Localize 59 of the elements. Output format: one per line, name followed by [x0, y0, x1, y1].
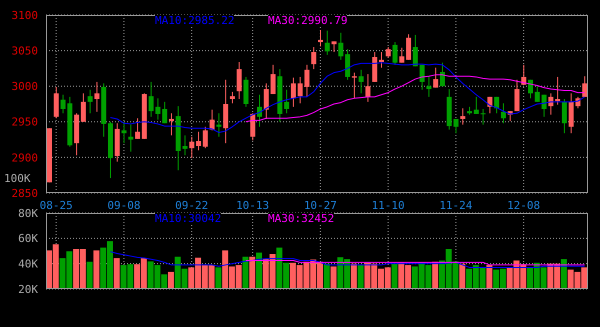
- candlestick: [514, 79, 520, 112]
- candlestick: [311, 46, 316, 70]
- candlestick: [460, 108, 466, 126]
- y-tick-label: 80K: [18, 206, 38, 220]
- candlestick: [94, 81, 100, 112]
- candlestick: [54, 86, 59, 119]
- y-tick-label: 3050: [12, 44, 38, 58]
- y-tick-label: 2900: [12, 151, 38, 164]
- candlestick: [392, 42, 398, 66]
- candlestick: [304, 64, 310, 98]
- candlestick: [426, 76, 432, 98]
- y-tick-label: 40K: [18, 258, 38, 271]
- candlestick: [500, 102, 506, 124]
- x-tick-label: 10-13: [236, 198, 270, 212]
- x-tick-label: 11-24: [439, 198, 473, 212]
- y-tick-label: 2950: [12, 116, 38, 129]
- x-tick-label: 09-08: [107, 198, 140, 212]
- candlestick: [88, 89, 93, 114]
- candlestick: [324, 30, 330, 56]
- x-tick-label: 12-08: [507, 198, 540, 212]
- candlestick: [494, 96, 500, 114]
- candlestick: [440, 62, 445, 87]
- text: 100K: [4, 172, 30, 185]
- candlestick: [182, 134, 188, 156]
- candlestick: [562, 98, 567, 134]
- y-tick-label: 60K: [18, 232, 38, 246]
- candlestick: [318, 29, 323, 47]
- x-tick-label: 10-27: [304, 198, 337, 212]
- candlestick: [378, 52, 384, 68]
- candlestick: [210, 109, 215, 131]
- y-tick-label: 2850: [12, 186, 38, 200]
- candlestick: [454, 118, 458, 134]
- candlestick: [148, 81, 154, 118]
- x-tick-label: 09-22: [175, 198, 208, 212]
- candlestick: [250, 112, 256, 141]
- candlestick: [202, 126, 208, 149]
- y-tick-label: 3100: [12, 8, 38, 22]
- text: MA10:2985.22: [155, 14, 234, 27]
- candlestick: [216, 112, 222, 138]
- candlestick: [582, 76, 588, 98]
- text: MA30:2990.79: [268, 14, 348, 27]
- text: MA10:30042: [155, 212, 222, 225]
- candlestick: [358, 69, 364, 94]
- candlestick: [236, 61, 242, 100]
- candlestick: [365, 74, 370, 102]
- y-tick-label: 3000: [12, 80, 38, 94]
- x-tick-label: 11-10: [372, 198, 405, 212]
- candlestick: [386, 46, 391, 58]
- y-tick-label: 20K: [18, 282, 38, 296]
- candlestick: [352, 72, 357, 99]
- candlestick: [230, 91, 235, 104]
- candlestick: [433, 67, 438, 88]
- candlestick: [168, 112, 174, 136]
- x-tick-label: 08-25: [40, 198, 73, 212]
- line-series: [110, 251, 586, 268]
- text: MA30:32452: [268, 212, 334, 225]
- candlestick: [60, 94, 66, 114]
- candlestick: [135, 118, 140, 140]
- candlestick: [80, 92, 86, 122]
